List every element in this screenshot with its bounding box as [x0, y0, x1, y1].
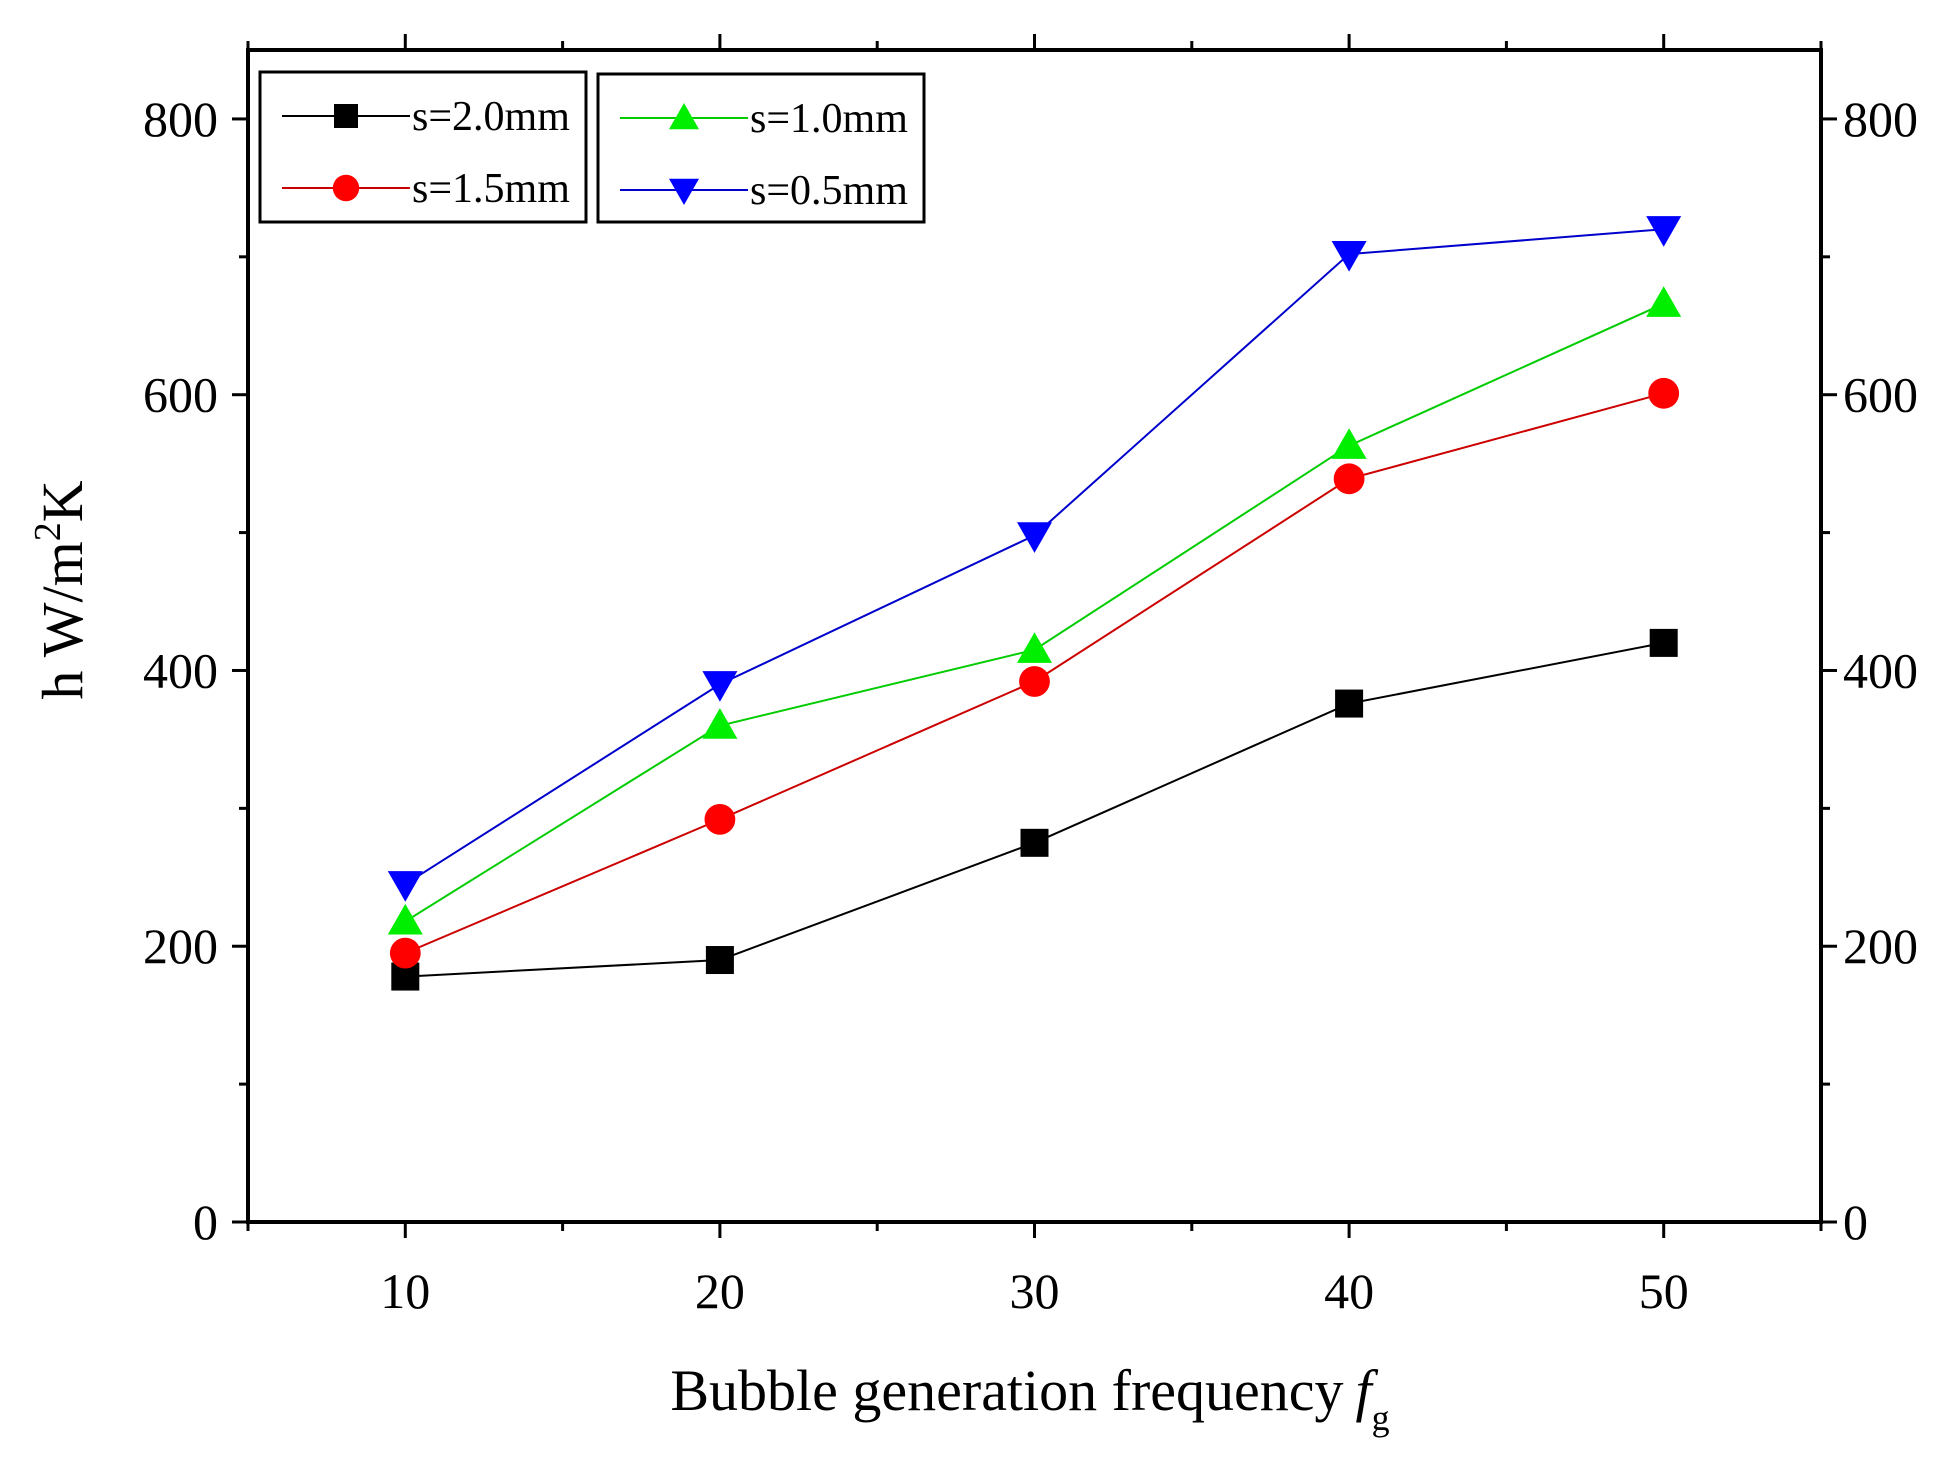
- legend-label: s=1.5mm: [412, 166, 570, 212]
- x-tick-label: 40: [1324, 1263, 1374, 1319]
- legend-entry: s=0.5mm: [620, 168, 908, 214]
- data-point: [1331, 240, 1367, 272]
- series-s=1.0mm: [387, 286, 1682, 935]
- x-axis-title: Bubble generation frequency fg: [670, 1358, 1389, 1438]
- y-right-tick-label: 400: [1843, 642, 1918, 698]
- x-tick-label: 10: [380, 1263, 430, 1319]
- series-line: [404, 302, 1665, 923]
- y-tick-label: 800: [143, 91, 218, 147]
- legend-entry: s=1.0mm: [620, 96, 908, 142]
- x-tick-label: 30: [1010, 1263, 1060, 1319]
- data-point: [389, 937, 421, 969]
- legend-entry: s=1.5mm: [282, 166, 570, 212]
- y-right-tick-label: 0: [1843, 1194, 1868, 1250]
- y-tick-label: 200: [143, 918, 218, 974]
- data-point: [1648, 377, 1680, 409]
- data-point: [1331, 428, 1367, 459]
- series-s=1.5mm: [389, 377, 1680, 969]
- legend-entry: s=2.0mm: [282, 94, 570, 140]
- data-point: [1646, 286, 1682, 317]
- data-point: [702, 708, 738, 739]
- series-line: [404, 228, 1664, 886]
- axes: 10 20 30 40 50 0 0 200 200 400 400 600 600 800 800: [143, 34, 1918, 1319]
- legend-frame: [596, 72, 926, 224]
- data-point: [387, 903, 423, 935]
- y-tick-label: 600: [143, 367, 218, 423]
- y-right-tick-label: 200: [1843, 918, 1918, 974]
- y-tick-label: 0: [193, 1194, 218, 1250]
- y-axis-title: h W/m2K: [27, 480, 95, 699]
- data-point: [1335, 689, 1364, 718]
- legend-label: s=0.5mm: [750, 168, 908, 214]
- x-tick-label: 50: [1639, 1263, 1689, 1319]
- legend-marker: [334, 104, 358, 128]
- data-point: [1019, 666, 1050, 697]
- legend-marker: [332, 174, 360, 202]
- data-point: [702, 671, 738, 702]
- y-right-tick-label: 600: [1843, 367, 1918, 423]
- legend-marker: [669, 178, 699, 205]
- data-point: [1020, 828, 1049, 857]
- data-point: [705, 946, 734, 975]
- data-point: [1017, 522, 1052, 553]
- y-right-tick-label: 800: [1843, 91, 1918, 147]
- series-s=0.5mm: [387, 216, 1682, 902]
- legend-label: s=1.0mm: [750, 96, 908, 142]
- data-point: [1649, 628, 1678, 657]
- legend: s=2.0mm s=1.5mm s=1.0mm s=0.5mm: [258, 70, 926, 224]
- legend-box: s=2.0mm s=1.5mm: [258, 70, 588, 224]
- legend-box: s=1.0mm s=0.5mm: [596, 72, 926, 224]
- legend-marker: [669, 103, 699, 130]
- x-tick-label: 20: [695, 1263, 745, 1319]
- legend-frame: [258, 70, 588, 224]
- data-point: [1017, 632, 1052, 663]
- series-s=2.0mm: [391, 628, 1678, 991]
- y-tick-label: 400: [143, 642, 218, 698]
- series-layer: [387, 216, 1682, 991]
- data-point: [387, 871, 423, 902]
- legend-label: s=2.0mm: [412, 94, 570, 140]
- data-point: [704, 803, 736, 835]
- data-point: [1333, 463, 1365, 495]
- data-point: [1646, 216, 1682, 247]
